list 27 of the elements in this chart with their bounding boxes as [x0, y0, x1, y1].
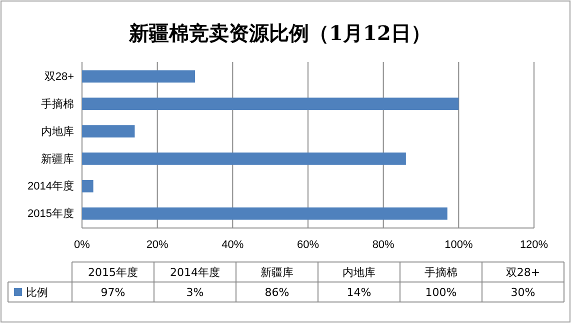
x-tick-label: 100%: [444, 238, 473, 251]
x-tick-label: 120%: [520, 238, 548, 251]
x-tick-label: 0%: [74, 238, 90, 251]
text: 86%: [264, 286, 290, 299]
text: 100%: [425, 286, 457, 299]
x-tick-label: 40%: [222, 238, 244, 251]
text: 30%: [510, 286, 536, 299]
category-label: 2014年度: [170, 266, 220, 279]
category-label: 新疆库: [260, 266, 294, 279]
category-label: 手摘棉: [424, 266, 458, 279]
y-tick-label: 新疆库: [41, 152, 74, 166]
x-tick-label: 80%: [372, 238, 395, 251]
y-tick-label: 手摘棉: [41, 97, 74, 110]
text: 3%: [186, 286, 204, 299]
category-label: 内地库: [342, 266, 376, 279]
category-label: 双28+: [506, 266, 540, 279]
y-tick-label: 2014年度: [28, 180, 74, 193]
text: 14%: [346, 286, 372, 299]
x-tick-label: 20%: [146, 238, 169, 251]
category-label: 2015年度: [88, 266, 138, 279]
y-tick-label: 双28+: [44, 70, 74, 83]
text: 97%: [100, 286, 126, 299]
chart-title: 新疆棉竞卖资源比例（1月12日）: [128, 21, 431, 45]
y-tick-label: 内地库: [41, 124, 74, 138]
legend-label: 比例: [26, 286, 48, 299]
x-tick-label: 60%: [296, 238, 320, 251]
y-tick-label: 2015年度: [28, 207, 74, 220]
